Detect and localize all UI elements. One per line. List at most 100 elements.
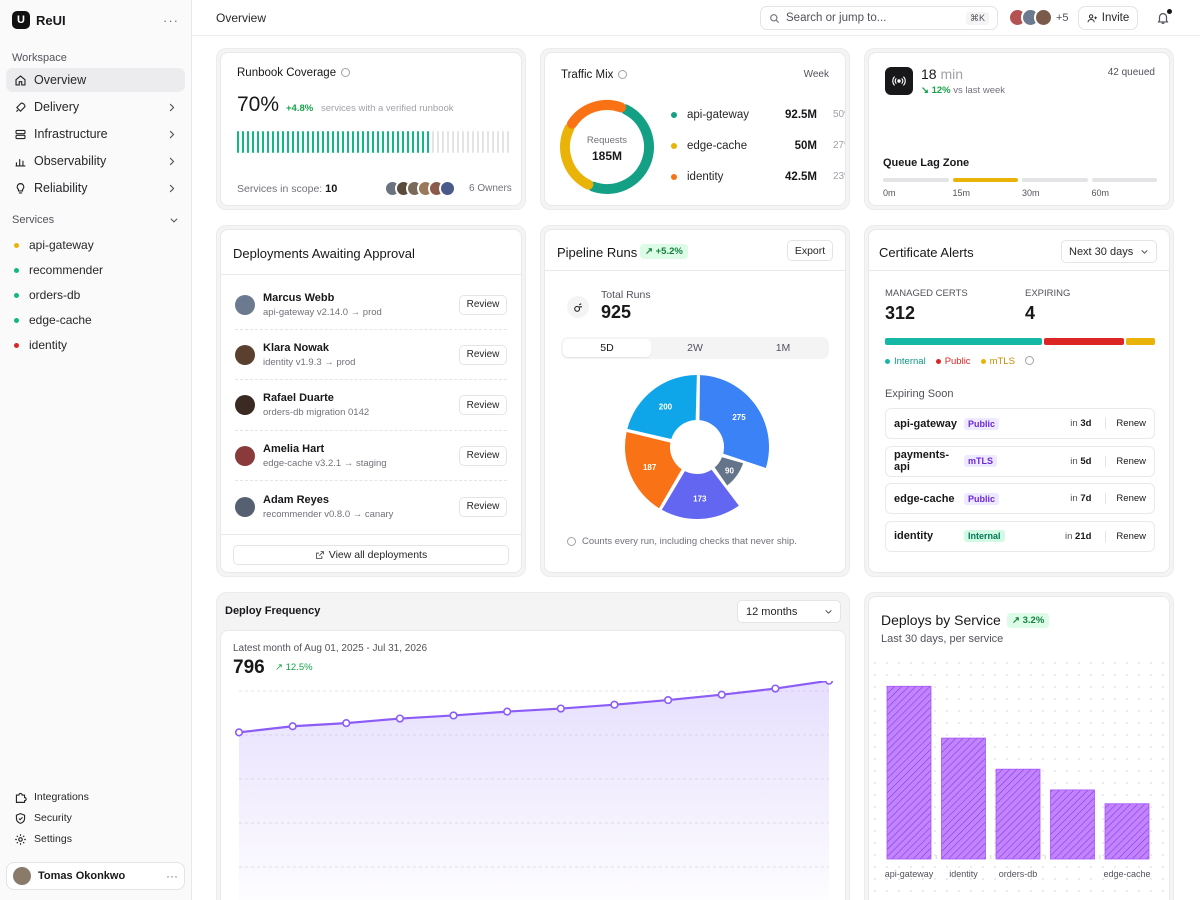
bar-orders-db [995,768,1041,860]
rocket-icon [16,101,26,112]
sidebar-service-orders-db[interactable]: orders-db [0,283,191,307]
sidebar-service-recommender[interactable]: recommender [0,258,191,282]
expiry-days: 21d [1075,530,1092,542]
sidebar-service-api-gateway[interactable]: api-gateway [0,233,191,257]
total-runs-label: Total Runs [601,289,651,301]
traffic-legend-row: api-gateway 92.5M 50% [671,99,845,130]
coverage-tick [292,131,294,153]
sidebar-item-infrastructure[interactable]: Infrastructure [6,122,185,146]
review-button[interactable]: Review [459,294,507,315]
renew-button[interactable]: Renew [1105,455,1146,467]
deploy-frequency-title: Deploy Frequency [225,605,321,617]
line-point [824,681,834,685]
range-select[interactable]: Next 30 days [1061,240,1157,263]
coverage-tick [387,131,389,153]
pie-slice [714,457,744,486]
brand-name[interactable]: ReUI [36,12,66,28]
line-point [395,714,405,723]
runbook-card: Runbook Coverage 70% +4.8% services with… [216,48,526,210]
coverage-tick [402,131,404,153]
renew-button[interactable]: Renew [1105,418,1146,429]
sidebar-item-settings[interactable]: Settings [6,830,185,848]
tab-1m[interactable]: 1M [775,342,791,354]
coverage-tick [452,131,454,153]
info-icon[interactable] [341,68,351,78]
review-button[interactable]: Review [459,395,507,416]
sidebar-item-overview[interactable]: Overview [6,68,185,92]
renew-button[interactable]: Renew [1105,493,1146,504]
coverage-tick [317,131,319,153]
traffic-period[interactable]: Week [803,69,829,80]
legend-percent: 23% [832,171,845,182]
info-icon[interactable] [618,70,628,80]
tab-2w[interactable]: 2W [687,342,703,354]
services-header[interactable]: Services [0,210,191,230]
user-menu[interactable]: Tomas Okonkwo ··· [6,862,185,890]
deployment-detail: identity v1.9.3 → prod [263,356,356,368]
info-icon [567,536,576,546]
sidebar-item-observability[interactable]: Observability [6,149,185,173]
more-icon[interactable]: ··· [163,12,179,28]
legend-name: edge-cache [687,139,748,152]
more-icon[interactable]: ··· [166,869,178,883]
deploys-by-service-chart: api-gateway identity orders-db edge-cache [885,685,1151,879]
queue-zone-bar: 0m 15m 30m 60m [883,178,1157,198]
sidebar-service-edge-cache[interactable]: edge-cache [0,308,191,332]
avatar [235,445,255,466]
view-all-deployments-button[interactable]: View all deployments [233,545,509,565]
coverage-tick [352,131,354,153]
expiring-value: 4 [1025,303,1036,323]
review-button[interactable]: Review [459,445,507,466]
runbook-percent: 70% [237,93,280,116]
review-button[interactable]: Review [459,344,507,365]
sidebar-service-identity[interactable]: identity [0,333,191,357]
zone-bar [1022,178,1088,182]
expiry-prefix: in [1065,530,1073,542]
renew-button[interactable]: Renew [1105,530,1146,542]
search-input[interactable]: Search or jump to... ⌘K [760,6,998,30]
sidebar-item-delivery[interactable]: Delivery [6,95,185,119]
info-icon[interactable] [1024,356,1034,365]
sidebar-item-integrations[interactable]: Integrations [6,788,185,806]
deployment-info: Adam Reyes recommender v0.8.0 → canary [263,494,393,520]
services-list: api-gateway recommender orders-db edge-cach… [0,233,191,357]
team-avatars[interactable]: +5 [1008,8,1069,27]
traffic-legend-row: identity 42.5M 23% [671,161,845,192]
export-button[interactable]: Export [787,240,833,261]
invite-button[interactable]: Invite [1078,6,1138,30]
coverage-tick [447,131,449,153]
avatar [235,294,255,315]
status-dot [14,317,19,323]
cert-bar-segment [1125,338,1155,345]
pie-slice-label: 90 [725,466,734,475]
cert-name: edge-cache [894,492,955,505]
deployments-title: Deployments Awaiting Approval [233,246,415,261]
cert-row: edge-cache Public in 7d Renew [885,483,1155,514]
coverage-tick [342,131,344,153]
line-point [234,728,244,737]
legend-label: mTLS [989,356,1015,367]
range-select[interactable]: 12 months [737,600,841,623]
cert-bar-segment [1043,338,1124,345]
bell-icon[interactable] [1156,11,1170,25]
runbook-title: Runbook Coverage [237,67,351,79]
owner-avatars[interactable] [384,180,456,197]
list-item: Marcus Webb api-gateway v2.14.0 → prod Rev… [235,280,507,330]
coverage-tick [282,131,284,153]
coverage-tick [277,131,279,153]
status-dot [14,267,19,273]
status-dot [14,242,19,248]
legend-item: Internal [885,356,926,367]
zone-label: 60m [1091,188,1110,198]
managed-label: MANAGED CERTS [885,288,968,299]
tab-5d[interactable]: 5D [563,339,651,357]
sidebar-item-security[interactable]: Security [6,809,185,827]
service-label: identity [29,338,68,352]
sidebar-item-reliability[interactable]: Reliability [6,176,185,200]
deployment-detail: edge-cache v3.2.1 → staging [263,457,387,469]
review-button[interactable]: Review [459,496,507,517]
list-item: Adam Reyes recommender v0.8.0 → canary Rev… [235,482,507,532]
pie-slice [661,469,739,519]
coverage-tick [482,131,484,153]
coverage-tick [262,131,264,153]
